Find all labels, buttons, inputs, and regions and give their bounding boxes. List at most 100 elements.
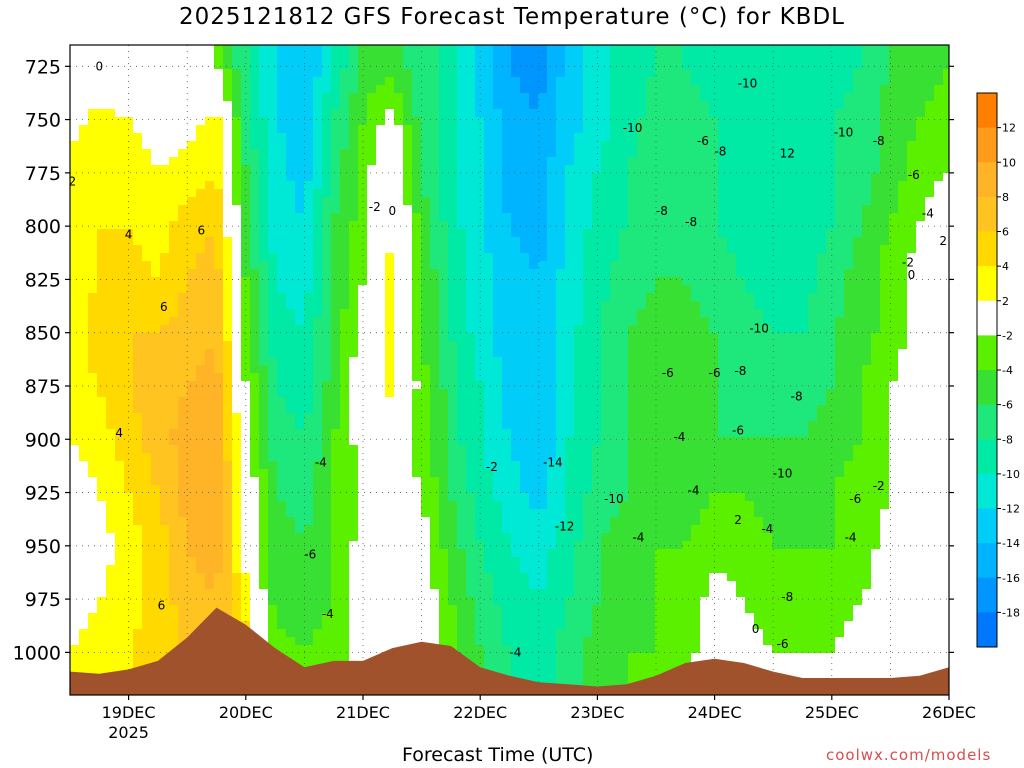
temperature-cell: [457, 157, 467, 166]
temperature-cell: [583, 661, 593, 670]
temperature-cell: [196, 597, 206, 606]
temperature-cell: [250, 261, 260, 270]
temperature-cell: [331, 205, 341, 214]
temperature-cell: [115, 437, 125, 446]
temperature-cell: [151, 165, 161, 174]
temperature-cell: [70, 213, 80, 222]
temperature-cell: [466, 653, 476, 662]
temperature-cell: [394, 405, 404, 414]
temperature-cell: [286, 421, 296, 430]
temperature-cell: [277, 117, 287, 126]
temperature-cell: [583, 565, 593, 574]
temperature-cell: [286, 69, 296, 78]
temperature-cell: [502, 61, 512, 70]
temperature-cell: [466, 149, 476, 158]
temperature-cell: [439, 77, 449, 86]
temperature-cell: [151, 341, 161, 350]
temperature-cell: [583, 61, 593, 70]
temperature-cell: [97, 45, 107, 54]
temperature-cell: [538, 357, 548, 366]
temperature-cell: [70, 165, 80, 174]
temperature-cell: [223, 501, 233, 510]
temperature-cell: [610, 621, 620, 630]
temperature-cell: [421, 269, 431, 278]
temperature-cell: [439, 213, 449, 222]
temperature-cell: [349, 589, 359, 598]
temperature-cell: [169, 357, 179, 366]
temperature-cell: [430, 277, 440, 286]
temperature-cell: [556, 253, 566, 262]
temperature-cell: [511, 301, 521, 310]
temperature-cell: [547, 677, 557, 686]
temperature-cell: [259, 141, 269, 150]
temperature-cell: [151, 605, 161, 614]
temperature-cell: [520, 429, 530, 438]
temperature-cell: [223, 485, 233, 494]
temperature-cell: [556, 525, 566, 534]
temperature-cell: [70, 125, 80, 134]
temperature-cell: [124, 525, 134, 534]
temperature-cell: [160, 293, 170, 302]
temperature-cell: [340, 493, 350, 502]
temperature-cell: [565, 77, 575, 86]
temperature-cell: [394, 165, 404, 174]
temperature-cell: [358, 645, 368, 654]
temperature-cell: [160, 397, 170, 406]
temperature-cell: [70, 197, 80, 206]
temperature-cell: [610, 341, 620, 350]
temperature-cell: [394, 581, 404, 590]
temperature-cell: [142, 325, 152, 334]
temperature-cell: [394, 141, 404, 150]
temperature-cell: [574, 349, 584, 358]
temperature-cell: [304, 333, 314, 342]
temperature-cell: [592, 285, 602, 294]
temperature-cell: [70, 285, 80, 294]
temperature-cell: [70, 493, 80, 502]
temperature-cell: [259, 413, 269, 422]
temperature-cell: [493, 557, 503, 566]
temperature-cell: [601, 397, 611, 406]
temperature-cell: [457, 477, 467, 486]
temperature-cell: [484, 93, 494, 102]
temperature-cell: [88, 405, 98, 414]
temperature-cell: [277, 493, 287, 502]
temperature-cell: [367, 53, 377, 62]
temperature-cell: [115, 125, 125, 134]
temperature-cell: [385, 557, 395, 566]
temperature-cell: [529, 613, 539, 622]
temperature-cell: [610, 269, 620, 278]
temperature-cell: [601, 333, 611, 342]
temperature-cell: [529, 141, 539, 150]
temperature-cell: [205, 389, 215, 398]
temperature-cell: [538, 637, 548, 646]
temperature-cell: [403, 229, 413, 238]
temperature-cell: [304, 557, 314, 566]
temperature-cell: [340, 213, 350, 222]
temperature-cell: [151, 653, 161, 662]
temperature-cell: [205, 117, 215, 126]
temperature-cell: [439, 477, 449, 486]
temperature-cell: [241, 61, 251, 70]
temperature-cell: [331, 645, 341, 654]
temperature-cell: [295, 189, 305, 198]
temperature-cell: [124, 45, 134, 54]
temperature-cell: [466, 45, 476, 54]
temperature-cell: [421, 125, 431, 134]
temperature-cell: [520, 589, 530, 598]
temperature-cell: [151, 45, 161, 54]
temperature-cell: [475, 213, 485, 222]
temperature-cell: [178, 357, 188, 366]
temperature-cell: [349, 533, 359, 542]
temperature-cell: [250, 173, 260, 182]
temperature-cell: [250, 605, 260, 614]
temperature-cell: [295, 373, 305, 382]
temperature-cell: [70, 237, 80, 246]
temperature-cell: [286, 413, 296, 422]
temperature-cell: [376, 429, 386, 438]
temperature-cell: [106, 293, 116, 302]
temperature-cell: [250, 341, 260, 350]
temperature-cell: [412, 197, 422, 206]
temperature-cell: [178, 301, 188, 310]
temperature-cell: [151, 533, 161, 542]
temperature-cell: [385, 189, 395, 198]
